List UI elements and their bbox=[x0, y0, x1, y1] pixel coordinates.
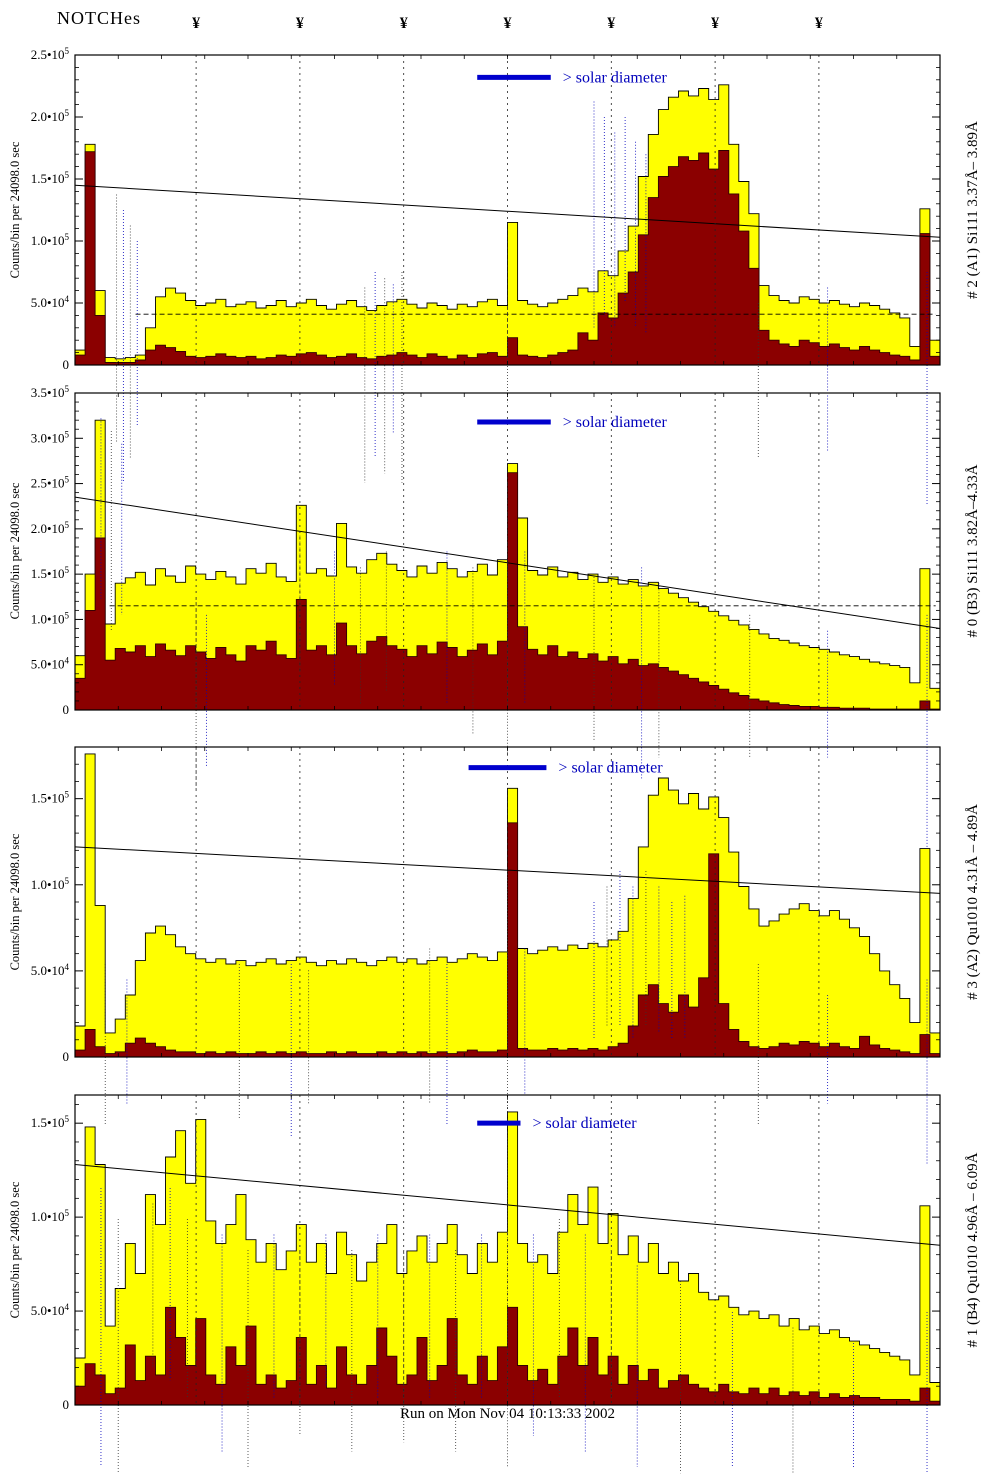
y-tick-label: 5.0•104 bbox=[31, 1302, 70, 1318]
y-tick-label: 3.0•105 bbox=[31, 429, 70, 445]
y-axis-label-panel3: Counts/bin per 24098.0 sec bbox=[8, 833, 22, 971]
notch-marker-symbol: ¥ bbox=[192, 15, 200, 32]
notches-title: NOTCHes bbox=[57, 8, 141, 28]
y-tick-label: 3.5•105 bbox=[31, 384, 70, 400]
histogram-core bbox=[74, 1306, 941, 1406]
panel4-channel-label: # 1 (B4) Qu1010 4.96Å – 6.09Å bbox=[965, 1152, 981, 1348]
run-timestamp: Run on Mon Nov 04 10:13:33 2002 bbox=[399, 1406, 615, 1422]
panel1-channel-label: # 2 (A1) Si111 3.37Å– 3.89Å bbox=[965, 121, 981, 299]
notch-marker-symbol: ¥ bbox=[815, 15, 823, 32]
y-tick-label: 0 bbox=[63, 1397, 70, 1412]
y-tick-label: 1.5•105 bbox=[31, 1114, 70, 1130]
y-tick-label: 1.0•105 bbox=[31, 876, 70, 892]
y-tick-label: 1.0•105 bbox=[31, 610, 70, 626]
notch-marker-symbol: ¥ bbox=[400, 15, 408, 32]
y-tick-label: 1.5•105 bbox=[31, 790, 70, 806]
notch-marker-symbol: ¥ bbox=[711, 15, 719, 32]
y-tick-label: 5.0•104 bbox=[31, 962, 70, 978]
solar-diameter-label: > solar diameter bbox=[563, 414, 668, 431]
y-axis-label-panel1: Counts/bin per 24098.0 sec bbox=[8, 141, 22, 279]
y-tick-label: 2.0•105 bbox=[31, 108, 70, 124]
y-tick-label: 2.0•105 bbox=[31, 520, 70, 536]
trend-line bbox=[74, 846, 941, 894]
y-tick-label: 2.5•105 bbox=[31, 46, 70, 62]
histogram-core bbox=[74, 150, 941, 366]
y-tick-label: 0 bbox=[63, 702, 70, 717]
y-tick-label: 2.5•105 bbox=[31, 475, 70, 491]
notch-marker-symbol: ¥ bbox=[296, 15, 304, 32]
y-axis-label-panel2: Counts/bin per 24098.0 sec bbox=[8, 482, 22, 620]
solar-diameter-label: > solar diameter bbox=[532, 1115, 637, 1132]
panel2-channel-label: # 0 (B3) Si111 3.82Å–4.33Å bbox=[965, 464, 981, 638]
y-tick-label: 1.0•105 bbox=[31, 232, 70, 248]
y-tick-label: 0 bbox=[63, 1049, 70, 1064]
solar-diameter-label: > solar diameter bbox=[563, 69, 668, 86]
y-tick-label: 5.0•104 bbox=[31, 656, 70, 672]
y-tick-label: 1.5•105 bbox=[31, 170, 70, 186]
notch-marker-symbol: ¥ bbox=[607, 15, 615, 32]
y-tick-label: 1.5•105 bbox=[31, 565, 70, 581]
y-tick-label: 1.0•105 bbox=[31, 1208, 70, 1224]
y-tick-label: 5.0•104 bbox=[31, 294, 70, 310]
y-tick-label: 0 bbox=[63, 357, 70, 372]
solar-diameter-label: > solar diameter bbox=[558, 760, 663, 777]
panel3-channel-label: # 3 (A2) Qu1010 4.31Å – 4.89Å bbox=[965, 804, 981, 1000]
notch-marker-symbol: ¥ bbox=[504, 15, 512, 32]
y-axis-label-panel4: Counts/bin per 24098.0 sec bbox=[8, 1181, 22, 1319]
